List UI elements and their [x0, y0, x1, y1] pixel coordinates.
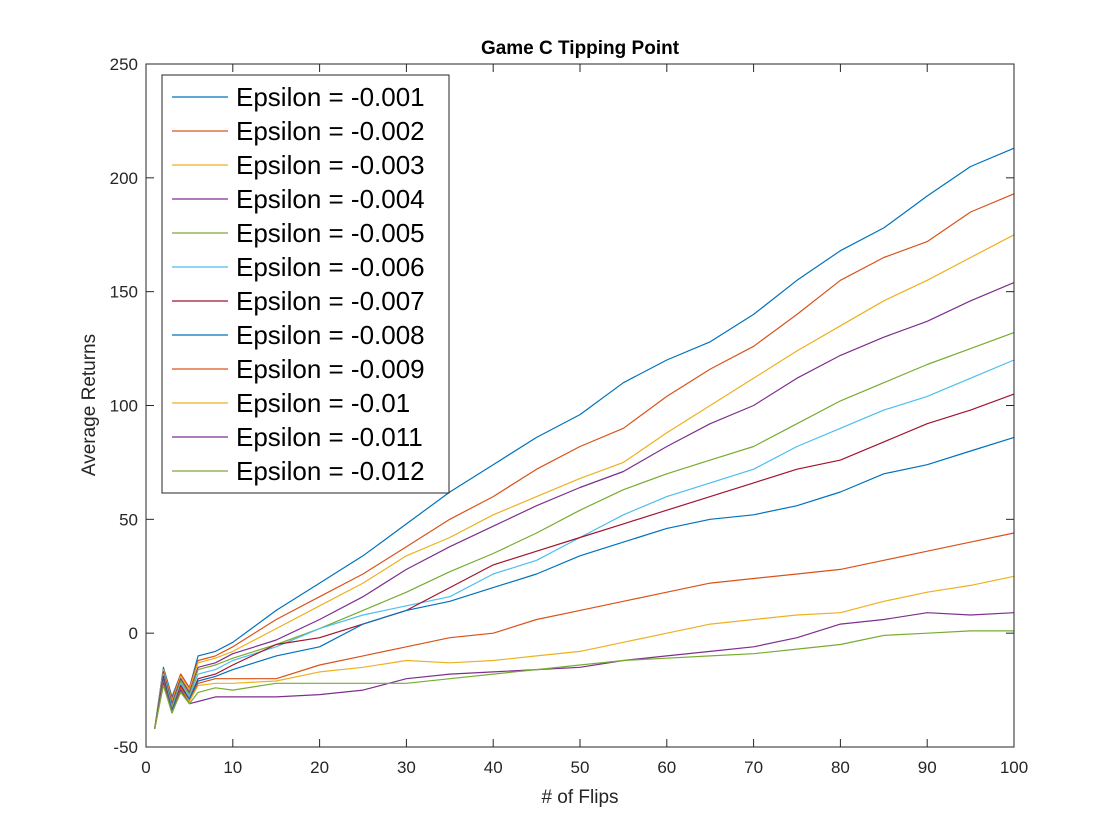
x-tick-label: 0	[141, 758, 150, 777]
series-line-8	[154, 436, 1015, 729]
series-line-4	[154, 282, 1015, 729]
legend-label-2: Epsilon = -0.002	[236, 116, 425, 146]
x-axis-label: # of Flips	[541, 787, 618, 808]
y-tick-label: 150	[110, 283, 138, 302]
legend-box	[161, 74, 450, 494]
legend-label-7: Epsilon = -0.007	[236, 286, 425, 316]
x-tick-label: 60	[657, 758, 676, 777]
series-line-6	[154, 359, 1015, 729]
legend-label-8: Epsilon = -0.008	[236, 320, 425, 350]
y-tick-label: 250	[110, 55, 138, 74]
legend-label-3: Epsilon = -0.003	[236, 150, 425, 180]
series-line-2	[154, 193, 1015, 729]
series-line-10	[154, 575, 1015, 729]
legend-label-4: Epsilon = -0.004	[236, 184, 425, 214]
y-axis-label: Average Returns	[79, 334, 100, 476]
x-tick-label: 80	[831, 758, 850, 777]
series-line-5	[154, 332, 1015, 729]
legend-label-12: Epsilon = -0.012	[236, 456, 425, 486]
y-tick-label: 200	[110, 169, 138, 188]
series-group	[154, 147, 1015, 729]
x-tick-label: 40	[484, 758, 503, 777]
x-tick-label: 10	[223, 758, 242, 777]
legend: Epsilon = -0.001 Epsilon = -0.002 Epsilon …	[161, 74, 450, 494]
legend-label-11: Epsilon = -0.011	[236, 422, 423, 452]
legend-label-1: Epsilon = -0.001	[236, 82, 425, 112]
y-tick-label: 0	[129, 624, 138, 643]
x-tick-label: 20	[310, 758, 329, 777]
legend-label-6: Epsilon = -0.006	[236, 252, 425, 282]
series-line-12	[154, 630, 1014, 729]
y-tick-label: 50	[119, 510, 138, 529]
series-line-3	[154, 234, 1015, 729]
x-tick-label: 50	[571, 758, 590, 777]
x-tick-label: 70	[744, 758, 763, 777]
y-tick-label: -50	[113, 738, 138, 757]
legend-label-5: Epsilon = -0.005	[236, 218, 425, 248]
series-line-11	[154, 612, 1015, 729]
x-tick-label: 90	[918, 758, 937, 777]
chart-title: Game C Tipping Point	[481, 38, 680, 59]
legend-label-10: Epsilon = -0.01	[236, 388, 410, 418]
legend-label-9: Epsilon = -0.009	[236, 354, 425, 384]
x-tick-label: 30	[397, 758, 416, 777]
y-tick-label: 100	[110, 397, 138, 416]
x-tick-label: 100	[1000, 758, 1028, 777]
